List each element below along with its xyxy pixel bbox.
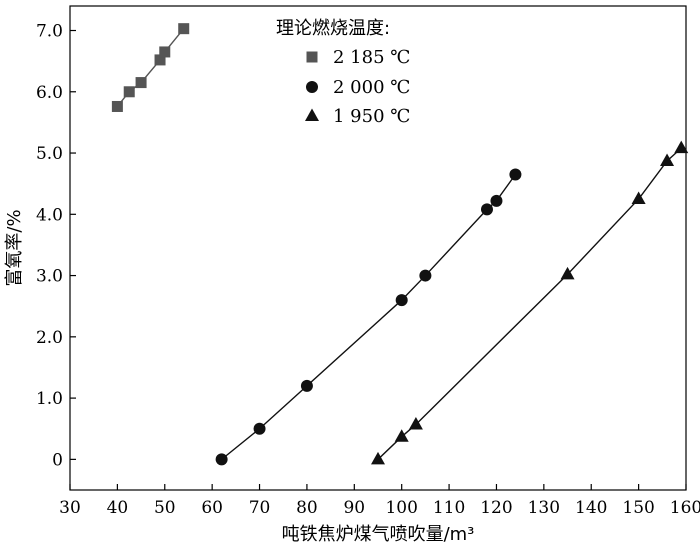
y-axis-title: 富氧率/% [4,209,25,286]
y-tick-label: 1.0 [36,389,63,409]
data-point-square [154,54,166,66]
x-tick-label: 80 [296,498,318,518]
data-point-square [123,86,135,98]
data-point-square [178,23,190,35]
legend: 理论燃烧温度: 2 185 ℃ 2 000 ℃ 1 950 ℃ [276,18,410,127]
x-tick-label: 120 [480,498,512,518]
y-tick-label: 0 [52,450,63,470]
y-tick-label: 4.0 [36,205,63,225]
x-tick-label: 90 [343,498,365,518]
x-tick-label: 130 [528,498,560,518]
data-point-circle [253,422,266,435]
legend-marker-square [306,51,318,63]
x-tick-label: 70 [249,498,271,518]
data-point-circle [395,294,408,307]
legend-title: 理论燃烧温度: [276,18,390,39]
x-axis-title: 吨铁焦炉煤气喷吹量/m³ [282,524,475,545]
data-point-circle [215,453,228,466]
data-point-circle [419,269,432,282]
data-point-triangle [660,153,675,167]
data-point-circle [300,379,313,392]
data-point-circle [480,203,493,216]
data-point-triangle [631,191,646,204]
series-triangle [371,140,689,465]
legend-marker-circle [306,81,318,93]
series-circle [215,168,522,466]
x-tick-label: 160 [670,498,700,518]
legend-label: 1 950 ℃ [333,106,410,127]
data-point-triangle [674,140,689,154]
data-point-square [159,46,171,58]
data-point-triangle [408,416,423,430]
x-tick-label: 40 [107,498,129,518]
x-tick-label: 110 [433,498,465,518]
x-tick-label: 100 [385,498,417,518]
plot-frame [69,5,687,491]
legend-label: 2 185 ℃ [333,47,410,68]
series-layer [111,23,689,466]
axis-ticks: 30 40 50 60 70 80 90 100 110 120 130 140 150 160 0 1.0 2… [36,22,700,518]
data-point-triangle [394,429,409,442]
series-line-circle [221,174,516,460]
x-tick-label: 150 [622,498,654,518]
x-tick-label: 140 [575,498,607,518]
x-tick-label: 50 [154,498,176,518]
series-square [111,23,190,112]
series-line-triangle [377,147,682,460]
legend-marker-triangle [305,108,319,121]
y-tick-label: 5.0 [36,144,63,164]
data-point-circle [509,168,522,181]
data-point-square [135,77,147,89]
legend-label: 2 000 ℃ [333,77,410,98]
y-tick-label: 2.0 [36,328,63,348]
data-point-circle [490,194,503,207]
y-tick-label: 7.0 [36,22,63,42]
y-tick-label: 3.0 [36,267,63,287]
y-tick-label: 6.0 [36,83,63,103]
x-tick-label: 30 [59,498,81,518]
data-point-triangle [371,451,385,465]
data-point-triangle [560,266,575,280]
data-point-square [111,100,123,112]
x-tick-label: 60 [201,498,223,518]
